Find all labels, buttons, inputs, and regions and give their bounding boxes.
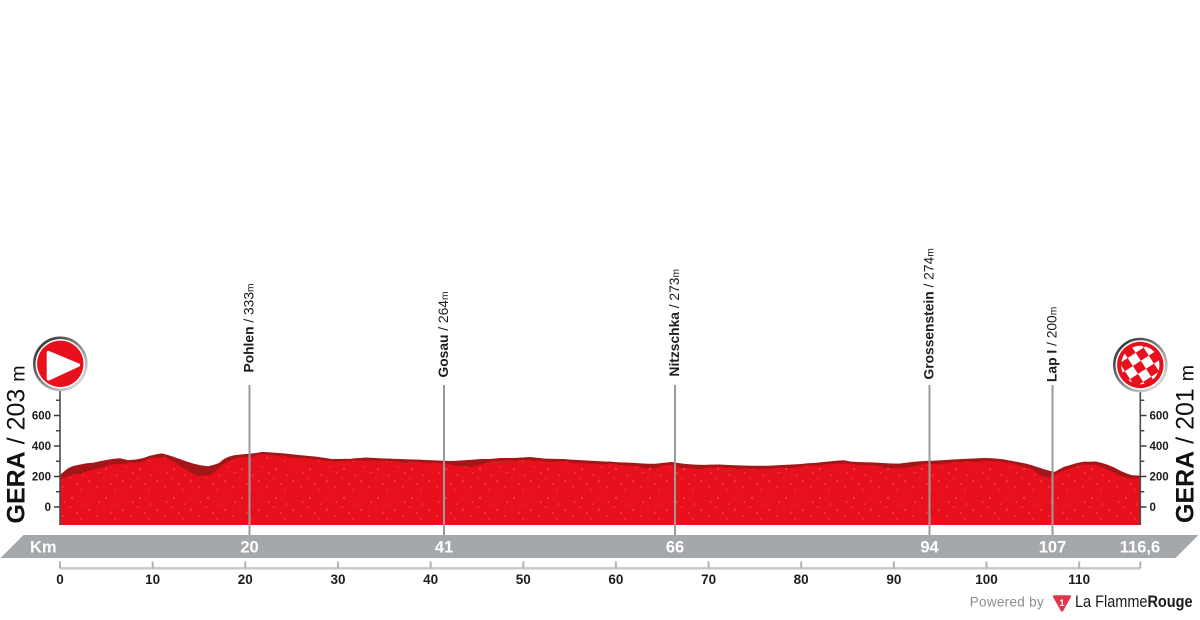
svg-text:400: 400 bbox=[1150, 441, 1169, 453]
svg-text:600: 600 bbox=[1150, 411, 1169, 423]
svg-text:Nitzschka / 273m: Nitzschka / 273m bbox=[667, 269, 682, 377]
svg-text:Lap I / 200m: Lap I / 200m bbox=[1044, 307, 1059, 382]
svg-text:94: 94 bbox=[920, 538, 939, 556]
svg-text:GERA / 201 m: GERA / 201 m bbox=[1172, 365, 1200, 523]
svg-text:80: 80 bbox=[794, 572, 809, 587]
svg-text:70: 70 bbox=[701, 572, 716, 587]
svg-text:400: 400 bbox=[32, 441, 51, 453]
svg-text:Grossenstein / 274m: Grossenstein / 274m bbox=[921, 248, 936, 379]
svg-text:200: 200 bbox=[1150, 472, 1169, 484]
svg-text:30: 30 bbox=[330, 572, 345, 587]
svg-text:110: 110 bbox=[1068, 572, 1090, 587]
svg-text:1: 1 bbox=[1059, 598, 1065, 609]
svg-text:100: 100 bbox=[975, 572, 998, 587]
svg-text:0: 0 bbox=[45, 502, 51, 514]
svg-text:200: 200 bbox=[32, 472, 51, 484]
svg-text:GERA / 203 m: GERA / 203 m bbox=[2, 366, 30, 524]
svg-text:600: 600 bbox=[32, 411, 51, 423]
svg-text:50: 50 bbox=[516, 572, 531, 587]
svg-text:41: 41 bbox=[435, 538, 453, 556]
svg-text:20: 20 bbox=[240, 538, 258, 556]
svg-text:Pohlen / 333m: Pohlen / 333m bbox=[241, 283, 256, 372]
svg-text:La FlammeRouge: La FlammeRouge bbox=[1075, 593, 1193, 611]
svg-text:60: 60 bbox=[608, 572, 623, 587]
svg-text:116,6: 116,6 bbox=[1120, 538, 1160, 556]
svg-text:107: 107 bbox=[1039, 538, 1067, 556]
svg-text:10: 10 bbox=[145, 572, 160, 587]
svg-text:Powered by: Powered by bbox=[970, 594, 1044, 609]
svg-text:40: 40 bbox=[423, 572, 438, 587]
svg-text:Gosau / 264m: Gosau / 264m bbox=[436, 291, 451, 377]
svg-text:20: 20 bbox=[238, 572, 253, 587]
svg-text:Km: Km bbox=[30, 538, 57, 556]
svg-text:66: 66 bbox=[666, 538, 684, 556]
svg-text:0: 0 bbox=[56, 572, 64, 587]
svg-text:90: 90 bbox=[886, 572, 901, 587]
svg-text:0: 0 bbox=[1150, 502, 1156, 514]
